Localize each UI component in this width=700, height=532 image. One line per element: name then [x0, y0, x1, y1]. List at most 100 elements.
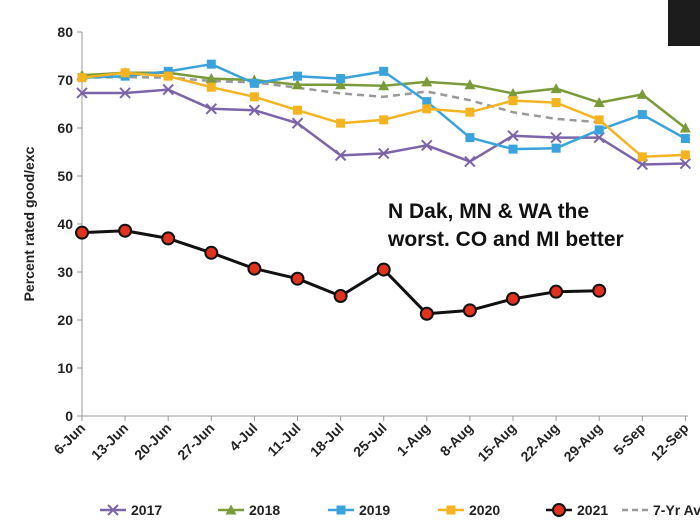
legend-label: 2018	[249, 502, 280, 518]
data-point	[293, 71, 302, 81]
data-point	[549, 284, 564, 299]
data-point	[594, 115, 604, 125]
y-tick-label: 60	[57, 120, 73, 136]
data-point	[335, 79, 347, 90]
data-point	[75, 225, 89, 240]
data-point	[206, 82, 216, 92]
data-point	[77, 73, 87, 83]
x-tick-label: 1-Aug	[394, 420, 433, 459]
data-point	[161, 231, 176, 246]
data-point	[379, 66, 389, 76]
data-point	[292, 79, 303, 90]
data-point	[680, 134, 690, 144]
x-tick-label: 18-Jul	[307, 420, 347, 460]
legend-label: 2020	[469, 502, 500, 518]
corner-overlay	[668, 0, 700, 46]
data-point	[592, 283, 607, 298]
x-tick-label: 15-Aug	[474, 420, 519, 465]
y-tick-label: 10	[57, 360, 73, 376]
data-point	[507, 129, 519, 142]
data-point	[465, 133, 475, 143]
data-point	[204, 245, 219, 260]
data-point	[637, 110, 647, 120]
data-point	[637, 152, 647, 162]
x-tick-label: 27-Jun	[174, 420, 217, 463]
data-point	[421, 139, 433, 151]
data-point	[249, 92, 259, 102]
data-point	[636, 88, 648, 99]
data-point	[462, 303, 477, 318]
data-point	[291, 117, 304, 129]
data-point	[379, 115, 389, 125]
data-point	[594, 125, 604, 135]
data-point	[118, 223, 133, 238]
y-tick-label: 80	[57, 24, 73, 40]
legend-item: 2019	[328, 502, 390, 518]
data-point	[162, 83, 174, 96]
legend: 2017 2018 2019 2020 2021 7-Yr Avg	[100, 502, 700, 518]
data-point	[421, 76, 433, 87]
data-point	[679, 122, 691, 133]
data-point	[248, 104, 261, 116]
data-point	[593, 97, 605, 108]
data-point	[507, 87, 519, 98]
annotation-line-2: worst. CO and MI better	[387, 228, 624, 251]
x-tick-label: 8-Aug	[437, 420, 476, 459]
data-point	[378, 80, 390, 91]
legend-item: 7-Yr Avg	[622, 502, 700, 518]
y-tick-label: 70	[57, 72, 73, 88]
annotation: N Dak, MN & WA the worst. CO and MI bett…	[387, 200, 624, 251]
data-point	[551, 98, 561, 108]
legend-item: 2021	[546, 502, 608, 518]
series-2020	[77, 68, 690, 162]
data-point	[76, 87, 88, 99]
x-tick-label: 11-Jul	[264, 420, 303, 459]
data-point	[377, 147, 390, 160]
data-point	[247, 261, 262, 276]
data-point	[293, 105, 302, 115]
x-tick-label: 13-Jun	[88, 420, 131, 463]
x-tick-label: 25-Jul	[350, 420, 390, 460]
data-point	[464, 79, 476, 90]
legend-label: 2017	[131, 502, 162, 518]
y-axis: 0 10 20 30 40 50 60 70 80	[57, 24, 83, 424]
legend-marker	[446, 505, 456, 515]
series-2017	[76, 83, 692, 171]
y-tick-label: 0	[65, 408, 73, 424]
x-tick-label: 6-Jun	[50, 420, 88, 458]
x-tick-label: 5-Sep	[610, 420, 648, 458]
data-point	[508, 96, 518, 106]
data-point	[506, 291, 520, 306]
y-tick-label: 30	[57, 264, 73, 280]
x-tick-label: 4-Jul	[226, 420, 260, 454]
data-point	[550, 131, 562, 144]
legend-label: 7-Yr Avg	[653, 502, 700, 518]
data-point	[120, 68, 130, 78]
legend-marker	[107, 504, 119, 516]
y-tick-label: 50	[57, 168, 73, 184]
legend-marker	[336, 505, 346, 515]
legend-item: 2018	[218, 502, 280, 518]
data-point	[249, 78, 259, 88]
data-point	[422, 97, 432, 107]
data-point	[163, 71, 173, 81]
data-point	[336, 74, 346, 84]
data-point	[336, 118, 346, 128]
data-point	[464, 155, 476, 168]
data-point	[333, 289, 348, 303]
y-tick-label: 40	[57, 216, 73, 232]
x-tick-label: 29-Aug	[560, 420, 605, 465]
y-axis-label: Percent rated good/exc	[21, 146, 37, 301]
data-point	[508, 144, 518, 154]
legend-label: 2019	[359, 502, 390, 518]
legend-item: 2017	[100, 502, 162, 518]
data-point	[334, 149, 347, 162]
legend-label: 2021	[577, 502, 608, 518]
data-point	[206, 59, 216, 69]
series-lines	[75, 59, 692, 321]
data-point	[679, 157, 692, 170]
y-tick-label: 20	[57, 312, 73, 328]
data-point	[376, 262, 391, 277]
data-point	[680, 150, 690, 160]
